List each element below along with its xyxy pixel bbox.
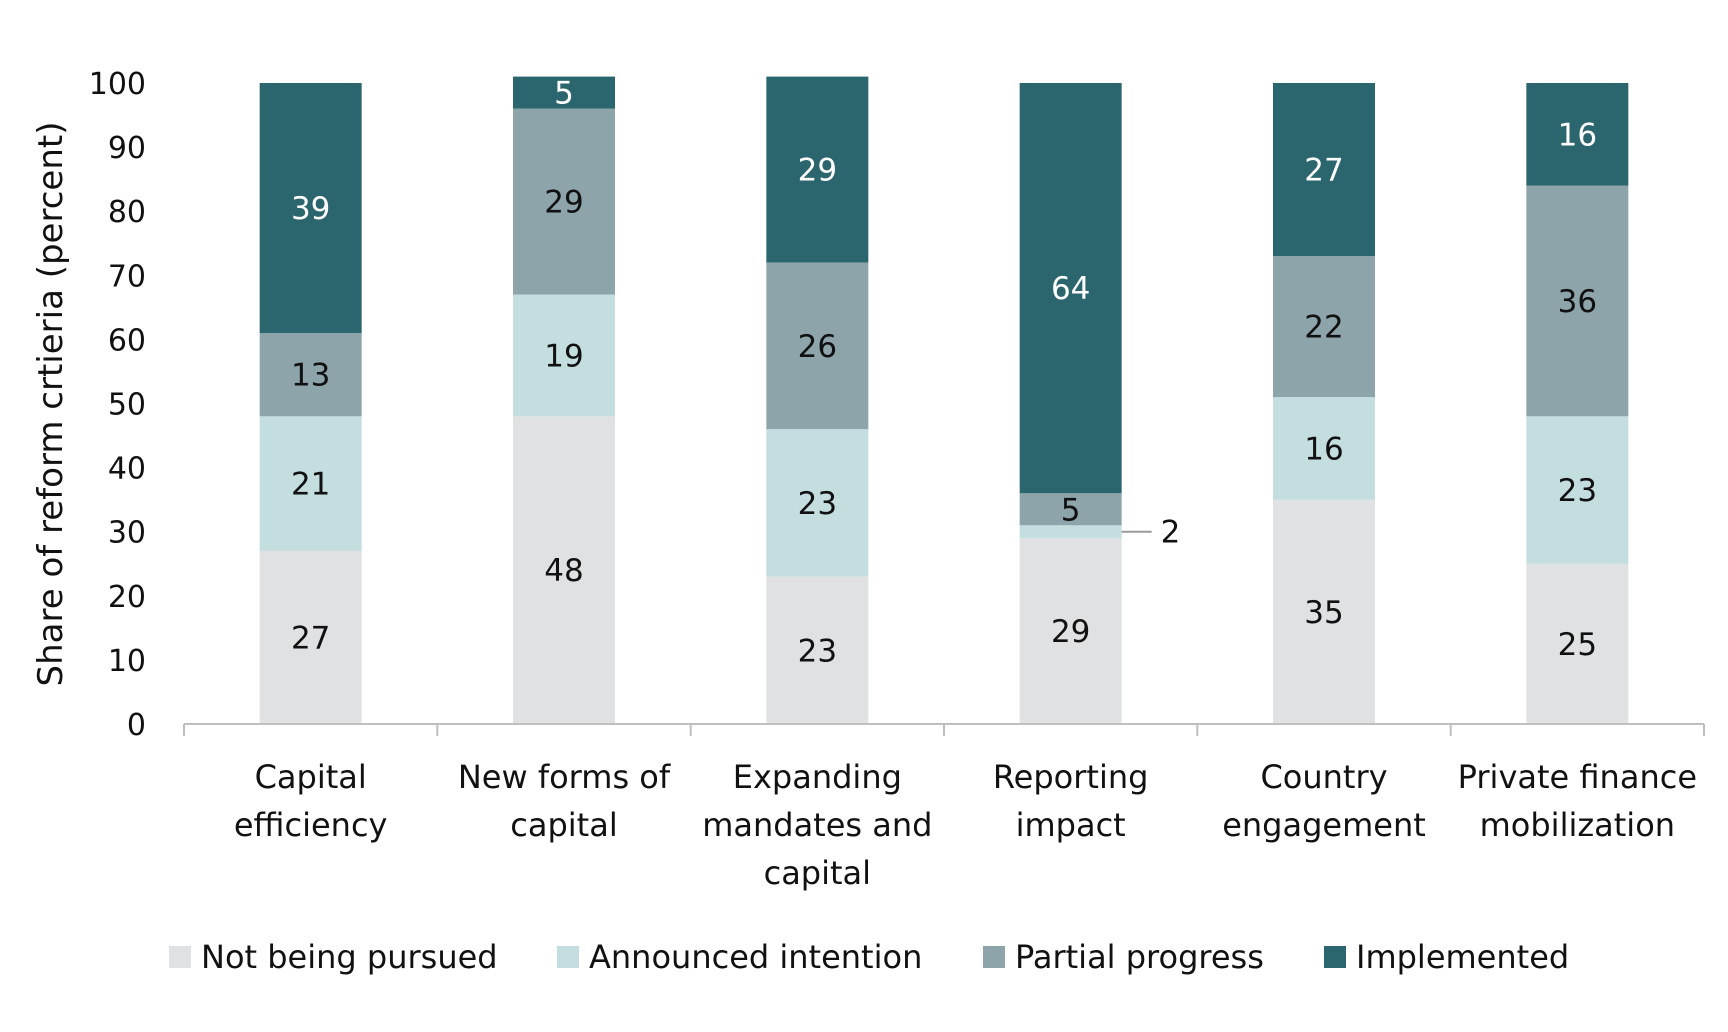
x-category-label: Expanding mandates and capital	[702, 758, 932, 892]
data-label: 19	[544, 338, 583, 374]
data-label: 23	[798, 633, 837, 669]
bar-announced-intention-private-finance-mobilization	[1526, 416, 1629, 564]
bar-implemented-country-engagement	[1273, 83, 1375, 257]
bar-not-being-pursued-new-forms-of-capital	[513, 416, 615, 724]
bar-not-being-pursued-reporting-impact	[1019, 538, 1122, 724]
data-label: 5	[554, 76, 574, 112]
data-label: 25	[1558, 627, 1597, 663]
legend-label-announced-intention: Announced intention	[589, 938, 922, 976]
x-axis-labels: Capital efficiency New forms of capital Expa…	[234, 758, 1697, 892]
bar-announced-intention-new-forms-of-capital	[513, 294, 615, 417]
data-label: 2	[1161, 515, 1181, 551]
data-label: 22	[1304, 310, 1343, 346]
bar-implemented-reporting-impact	[1019, 83, 1122, 494]
bar-announced-intention-reporting-impact	[1019, 525, 1122, 539]
bar-implemented-capital-efficiency	[259, 83, 362, 333]
legend-swatch-implemented	[1324, 946, 1346, 968]
y-axis-ticks: 0 10 20 30 40 50 60 70 80 90 100	[89, 67, 146, 743]
data-label: 26	[798, 329, 837, 365]
y-axis-title: Share of reform crtieria (percent)	[31, 122, 71, 687]
legend-swatch-announced-intention	[557, 946, 579, 968]
bar-partial-progress-capital-efficiency	[259, 332, 362, 417]
data-label: 13	[291, 358, 330, 394]
bar-implemented-new-forms-of-capital	[513, 76, 615, 109]
y-tick-label: 30	[108, 516, 146, 551]
data-label: 23	[1558, 473, 1597, 509]
bar-not-being-pursued-capital-efficiency	[259, 550, 362, 724]
data-label: 64	[1051, 271, 1090, 307]
data-label: 27	[291, 620, 330, 656]
x-axis	[183, 723, 1705, 736]
legend-label-not-being-pursued: Not being pursued	[201, 938, 498, 976]
x-category-label: New forms of capital	[458, 758, 671, 844]
y-tick-label: 90	[108, 131, 146, 166]
data-label: 23	[798, 486, 837, 522]
data-label: 16	[1304, 431, 1343, 467]
x-category-label: Country engagement	[1222, 758, 1426, 844]
bar-not-being-pursued-private-finance-mobilization	[1526, 563, 1629, 724]
data-label: 48	[544, 553, 583, 589]
data-label: 16	[1558, 117, 1597, 153]
legend-label-implemented: Implemented	[1356, 938, 1569, 976]
bar-announced-intention-expanding-mandates-and-capital	[766, 429, 869, 577]
data-label: 29	[1051, 614, 1090, 650]
bar-not-being-pursued-country-engagement	[1273, 499, 1375, 724]
data-label: 39	[291, 191, 330, 227]
data-label: 5	[1061, 492, 1081, 528]
data-label: 27	[1304, 153, 1343, 189]
x-category-label: Private finance mobilization	[1458, 758, 1697, 844]
legend-swatch-not-being-pursued	[169, 946, 191, 968]
bar-partial-progress-new-forms-of-capital	[513, 108, 615, 295]
y-tick-label: 20	[108, 580, 146, 615]
data-label: 29	[798, 153, 837, 189]
bar-announced-intention-capital-efficiency	[259, 416, 362, 551]
bars: 2721133948192952323262929256435162227252…	[259, 76, 1629, 724]
y-tick-label: 80	[108, 195, 146, 230]
y-tick-label: 100	[89, 67, 146, 102]
bar-partial-progress-country-engagement	[1273, 256, 1375, 398]
y-tick-label: 40	[108, 452, 146, 487]
data-label: 36	[1558, 284, 1597, 320]
data-label: 29	[544, 185, 583, 221]
bar-implemented-private-finance-mobilization	[1526, 83, 1629, 186]
legend-label-partial-progress: Partial progress	[1015, 938, 1264, 976]
legend: Not being pursued Announced intention Part…	[169, 938, 1569, 976]
legend-swatch-partial-progress	[983, 946, 1005, 968]
x-category-label: Capital efficiency	[234, 758, 388, 844]
bar-implemented-expanding-mandates-and-capital	[766, 76, 869, 263]
bar-not-being-pursued-expanding-mandates-and-capital	[766, 576, 869, 724]
bar-partial-progress-private-finance-mobilization	[1526, 185, 1629, 417]
y-tick-label: 50	[108, 388, 146, 423]
y-tick-label: 70	[108, 259, 146, 294]
bar-announced-intention-country-engagement	[1273, 397, 1375, 500]
x-category-label: Reporting impact	[993, 758, 1149, 844]
data-label: 35	[1304, 595, 1343, 631]
data-label: 21	[291, 467, 330, 503]
bar-partial-progress-reporting-impact	[1019, 493, 1122, 526]
y-tick-label: 60	[108, 323, 146, 358]
y-tick-label: 0	[127, 708, 146, 743]
y-tick-label: 10	[108, 644, 146, 679]
bar-partial-progress-expanding-mandates-and-capital	[766, 262, 869, 430]
